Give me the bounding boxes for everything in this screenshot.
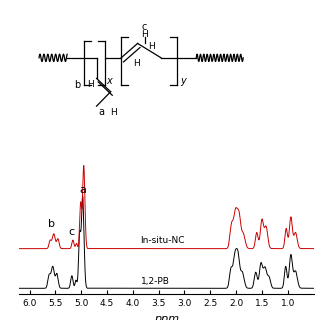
Text: H: H [133,60,140,68]
X-axis label: ppm: ppm [154,314,179,320]
Text: H: H [87,81,94,90]
Text: H: H [148,42,155,51]
Text: y: y [180,76,186,86]
Text: H: H [141,30,148,39]
Text: b: b [48,219,55,229]
Text: H: H [111,108,117,117]
Text: a: a [79,185,86,195]
Text: c: c [142,22,147,32]
Text: 1,2-PB: 1,2-PB [140,277,170,286]
Text: b: b [75,80,81,90]
Text: x: x [107,76,112,86]
Text: c: c [69,227,75,237]
Text: In-situ-NC: In-situ-NC [140,236,185,245]
Text: a: a [99,107,105,117]
